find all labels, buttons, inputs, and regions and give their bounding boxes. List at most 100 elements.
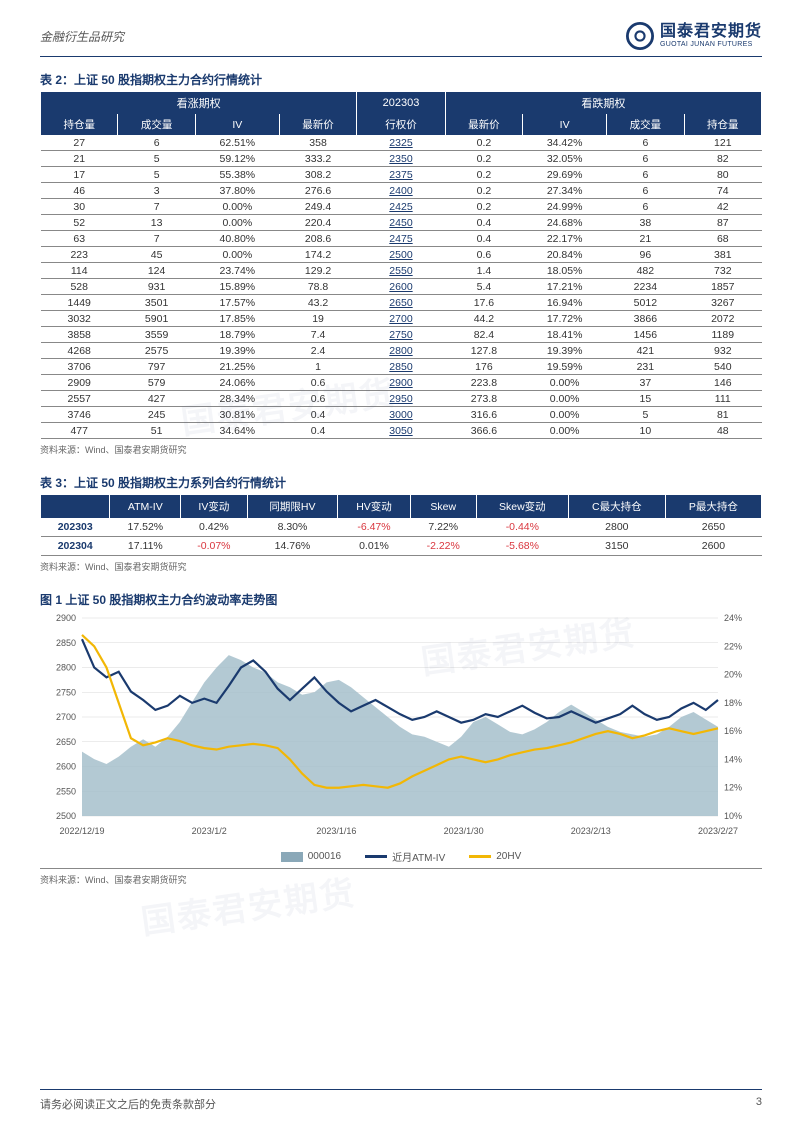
data-cell: 14.76% (247, 537, 338, 556)
data-cell: 32.05% (523, 151, 607, 167)
data-cell: 528 (41, 279, 118, 295)
data-cell: 0.00% (523, 407, 607, 423)
data-cell: 68 (684, 231, 761, 247)
data-cell: 6 (607, 183, 684, 199)
data-cell: 249.4 (279, 199, 356, 215)
table3-source: 资料来源：Wind、国泰君安期货研究 (40, 560, 762, 573)
svg-text:2700: 2700 (56, 712, 76, 722)
data-cell: 37.80% (195, 183, 279, 199)
data-cell: 51 (118, 423, 195, 439)
svg-text:2023/1/2: 2023/1/2 (192, 826, 227, 836)
strike-cell: 2350 (357, 151, 445, 167)
svg-text:2800: 2800 (56, 663, 76, 673)
data-cell: 21.25% (195, 359, 279, 375)
data-cell: 0.6 (279, 391, 356, 407)
data-cell: 0.2 (445, 199, 522, 215)
svg-text:2022/12/19: 2022/12/19 (59, 826, 104, 836)
data-cell: 477 (41, 423, 118, 439)
data-cell: 1 (279, 359, 356, 375)
data-cell: 17.11% (110, 537, 181, 556)
data-cell: 17.85% (195, 311, 279, 327)
legend-navy: 近月ATM-IV (365, 849, 445, 864)
data-cell: 3706 (41, 359, 118, 375)
data-cell: 129.2 (279, 263, 356, 279)
data-cell: 18.79% (195, 327, 279, 343)
data-cell: 124 (118, 263, 195, 279)
data-cell: 421 (607, 343, 684, 359)
table2-col: IV (195, 114, 279, 135)
data-cell: 579 (118, 375, 195, 391)
table3-col: Skew变动 (476, 495, 568, 518)
data-cell: 5901 (118, 311, 195, 327)
row-label: 202303 (41, 518, 110, 537)
data-cell: 5 (118, 151, 195, 167)
data-cell: 2800 (568, 518, 665, 537)
data-cell: 15.89% (195, 279, 279, 295)
data-cell: 2557 (41, 391, 118, 407)
table3-col: Skew (410, 495, 476, 518)
page-footer: 请务必阅读正文之后的免责条款部分 3 (40, 1089, 762, 1112)
data-cell: 0.4 (279, 423, 356, 439)
header-section-title: 金融衍生品研究 (40, 28, 124, 45)
data-cell: 52 (41, 215, 118, 231)
data-cell: 6 (607, 199, 684, 215)
data-cell: 46 (41, 183, 118, 199)
legend-area: 000016 (281, 849, 341, 864)
data-cell: 333.2 (279, 151, 356, 167)
data-cell: -2.22% (410, 537, 476, 556)
svg-text:18%: 18% (724, 698, 742, 708)
data-cell: 3501 (118, 295, 195, 311)
data-cell: 17.6 (445, 295, 522, 311)
data-cell: 0.2 (445, 135, 522, 151)
data-cell: 43.2 (279, 295, 356, 311)
data-cell: 0.00% (195, 199, 279, 215)
strike-cell: 2325 (357, 135, 445, 151)
data-cell: 2234 (607, 279, 684, 295)
logo-text-cn: 国泰君安期货 (660, 23, 762, 41)
data-cell: 34.42% (523, 135, 607, 151)
data-cell: 0.4 (445, 215, 522, 231)
data-cell: 24.99% (523, 199, 607, 215)
data-cell: 111 (684, 391, 761, 407)
table-row: 52893115.89%78.826005.417.21%22341857 (41, 279, 762, 295)
strike-cell: 2400 (357, 183, 445, 199)
data-cell: 24.68% (523, 215, 607, 231)
data-cell: 82.4 (445, 327, 522, 343)
data-cell: 2600 (665, 537, 761, 556)
svg-text:2650: 2650 (56, 737, 76, 747)
data-cell: 3746 (41, 407, 118, 423)
legend-yellow: 20HV (469, 849, 521, 864)
data-cell: 0.6 (279, 375, 356, 391)
data-cell: 10 (607, 423, 684, 439)
table-row: 17555.38%308.223750.229.69%680 (41, 167, 762, 183)
table-row: 20230417.11%-0.07%14.76%0.01%-2.22%-5.68… (41, 537, 762, 556)
legend-navy-label: 近月ATM-IV (392, 849, 445, 864)
strike-cell: 2750 (357, 327, 445, 343)
table-row: 290957924.06%0.62900223.80.00%37146 (41, 375, 762, 391)
data-cell: 3032 (41, 311, 118, 327)
data-cell: 2650 (665, 518, 761, 537)
data-cell: 0.42% (181, 518, 247, 537)
data-cell: 146 (684, 375, 761, 391)
svg-text:2850: 2850 (56, 638, 76, 648)
table-row: 4775134.64%0.43050366.60.00%1048 (41, 423, 762, 439)
table-row: 46337.80%276.624000.227.34%674 (41, 183, 762, 199)
data-cell: 19.59% (523, 359, 607, 375)
data-cell: 6 (607, 135, 684, 151)
data-cell: 18.41% (523, 327, 607, 343)
data-cell: 127.8 (445, 343, 522, 359)
strike-cell: 2425 (357, 199, 445, 215)
table2-group-put: 看跌期权 (445, 92, 761, 114)
svg-text:2550: 2550 (56, 786, 76, 796)
data-cell: -6.47% (338, 518, 410, 537)
data-cell: 40.80% (195, 231, 279, 247)
table-row: 21559.12%333.223500.232.05%682 (41, 151, 762, 167)
data-cell: 30.81% (195, 407, 279, 423)
data-cell: 220.4 (279, 215, 356, 231)
svg-text:22%: 22% (724, 641, 742, 651)
table3-col: IV变动 (181, 495, 247, 518)
data-cell: 358 (279, 135, 356, 151)
svg-text:2023/1/30: 2023/1/30 (444, 826, 484, 836)
svg-text:24%: 24% (724, 613, 742, 623)
data-cell: 245 (118, 407, 195, 423)
